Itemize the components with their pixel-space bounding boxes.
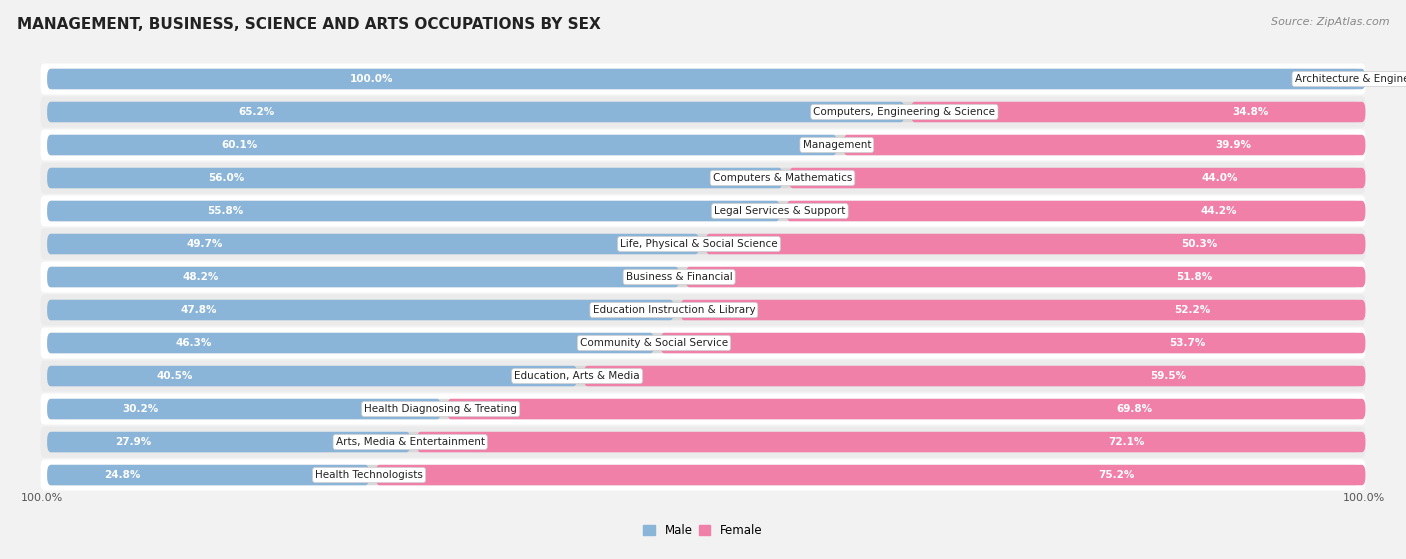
Text: 24.8%: 24.8% [104,470,141,480]
Text: Business & Financial: Business & Financial [626,272,733,282]
FancyBboxPatch shape [786,201,1365,221]
FancyBboxPatch shape [661,333,1365,353]
Text: 100.0%: 100.0% [350,74,394,84]
Text: 47.8%: 47.8% [180,305,217,315]
FancyBboxPatch shape [41,361,1365,391]
FancyBboxPatch shape [375,465,1365,485]
FancyBboxPatch shape [48,234,699,254]
Text: 49.7%: 49.7% [187,239,224,249]
FancyBboxPatch shape [48,234,1358,254]
FancyBboxPatch shape [706,234,1365,254]
Text: Health Technologists: Health Technologists [315,470,423,480]
FancyBboxPatch shape [416,432,1365,452]
FancyBboxPatch shape [41,229,1365,259]
Text: 100.0%: 100.0% [21,493,63,503]
Text: 75.2%: 75.2% [1098,470,1135,480]
FancyBboxPatch shape [844,135,1365,155]
FancyBboxPatch shape [681,300,1365,320]
Text: 44.0%: 44.0% [1202,173,1237,183]
FancyBboxPatch shape [48,333,1358,353]
Text: Education, Arts & Media: Education, Arts & Media [515,371,640,381]
FancyBboxPatch shape [41,394,1365,424]
FancyBboxPatch shape [789,168,1365,188]
FancyBboxPatch shape [41,196,1365,226]
FancyBboxPatch shape [48,333,654,353]
FancyBboxPatch shape [48,135,1358,155]
FancyBboxPatch shape [48,168,783,188]
Text: 72.1%: 72.1% [1108,437,1144,447]
FancyBboxPatch shape [41,130,1365,160]
Text: MANAGEMENT, BUSINESS, SCIENCE AND ARTS OCCUPATIONS BY SEX: MANAGEMENT, BUSINESS, SCIENCE AND ARTS O… [17,17,600,32]
Text: 30.2%: 30.2% [122,404,159,414]
Text: 52.2%: 52.2% [1174,305,1211,315]
FancyBboxPatch shape [48,366,1358,386]
Text: Legal Services & Support: Legal Services & Support [714,206,845,216]
FancyBboxPatch shape [48,432,1358,452]
Text: Computers, Engineering & Science: Computers, Engineering & Science [814,107,995,117]
FancyBboxPatch shape [41,459,1365,491]
FancyBboxPatch shape [48,267,1358,287]
FancyBboxPatch shape [48,432,411,452]
Text: 40.5%: 40.5% [156,371,193,381]
FancyBboxPatch shape [48,102,904,122]
FancyBboxPatch shape [41,97,1365,127]
FancyBboxPatch shape [447,399,1365,419]
Text: Education Instruction & Library: Education Instruction & Library [592,305,755,315]
FancyBboxPatch shape [41,328,1365,358]
Text: 56.0%: 56.0% [208,173,245,183]
FancyBboxPatch shape [48,168,1358,188]
FancyBboxPatch shape [41,64,1365,94]
FancyBboxPatch shape [48,69,1358,89]
Text: 46.3%: 46.3% [176,338,212,348]
Text: 44.2%: 44.2% [1201,206,1237,216]
Text: 51.8%: 51.8% [1175,272,1212,282]
Text: 59.5%: 59.5% [1150,371,1187,381]
Text: 50.3%: 50.3% [1181,239,1218,249]
FancyBboxPatch shape [41,427,1365,458]
FancyBboxPatch shape [41,163,1365,193]
FancyBboxPatch shape [583,366,1365,386]
FancyBboxPatch shape [48,201,1358,221]
Text: Life, Physical & Social Science: Life, Physical & Social Science [620,239,778,249]
Text: Community & Social Service: Community & Social Service [579,338,728,348]
FancyBboxPatch shape [48,300,1358,320]
FancyBboxPatch shape [48,135,837,155]
Text: 100.0%: 100.0% [1343,493,1385,503]
Text: 34.8%: 34.8% [1232,107,1268,117]
Text: 69.8%: 69.8% [1116,404,1153,414]
FancyBboxPatch shape [48,366,576,386]
Text: 53.7%: 53.7% [1170,338,1206,348]
Text: Computers & Mathematics: Computers & Mathematics [713,173,852,183]
Text: 48.2%: 48.2% [181,272,218,282]
Text: Management: Management [803,140,872,150]
Text: 55.8%: 55.8% [207,206,243,216]
Text: 65.2%: 65.2% [239,107,274,117]
FancyBboxPatch shape [48,465,1358,485]
FancyBboxPatch shape [911,102,1365,122]
FancyBboxPatch shape [686,267,1365,287]
Text: 60.1%: 60.1% [222,140,257,150]
FancyBboxPatch shape [41,295,1365,325]
Text: Arts, Media & Entertainment: Arts, Media & Entertainment [336,437,485,447]
FancyBboxPatch shape [48,399,1358,419]
Legend: Male, Female: Male, Female [638,519,768,542]
FancyBboxPatch shape [41,262,1365,292]
Text: Health Diagnosing & Treating: Health Diagnosing & Treating [364,404,517,414]
FancyBboxPatch shape [48,399,440,419]
FancyBboxPatch shape [48,465,370,485]
Text: Source: ZipAtlas.com: Source: ZipAtlas.com [1271,17,1389,27]
Text: 39.9%: 39.9% [1215,140,1251,150]
FancyBboxPatch shape [48,267,679,287]
FancyBboxPatch shape [48,201,780,221]
FancyBboxPatch shape [48,69,1365,89]
FancyBboxPatch shape [48,102,1358,122]
Text: 27.9%: 27.9% [115,437,150,447]
FancyBboxPatch shape [48,300,673,320]
Text: Architecture & Engineering: Architecture & Engineering [1295,74,1406,84]
